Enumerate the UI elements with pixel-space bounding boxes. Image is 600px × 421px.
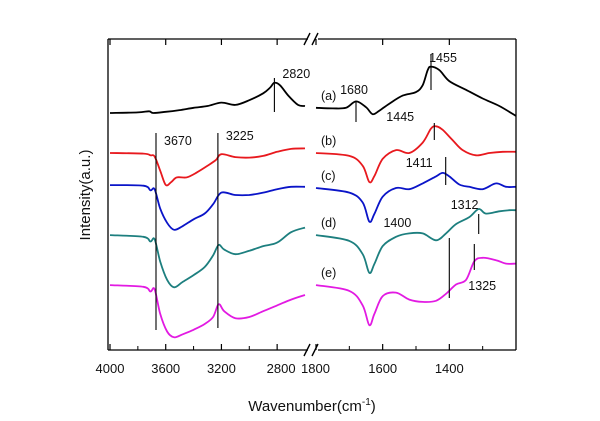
annotation-label-1411: 1411 (406, 156, 433, 170)
annotation-lines (155, 54, 480, 330)
x-axis-title-tail: ) (371, 398, 376, 415)
x-tick-label-1: 4000 (96, 361, 125, 376)
annotation-label-3225: 3225 (226, 129, 254, 143)
x-axis-title-main: Wavenumber(cm (248, 398, 362, 415)
series-tag-2: (b) (321, 134, 336, 148)
x-tick-label-7: 1400 (435, 361, 464, 376)
axis-break-top (303, 32, 319, 46)
x-axis-ticks (109, 39, 484, 350)
annotation-label-1680: 1680 (340, 83, 368, 97)
x-axis-tick-labels: 4000 3600 3200 2800 1800 1600 1400 (96, 361, 464, 376)
annotation-labels: 2820 1680 1455 1445 3670 3225 1411 1400 1312 1325 (164, 51, 496, 293)
x-tick-label-4: 2800 (267, 361, 296, 376)
series-line-left-2 (109, 147, 306, 187)
x-tick-label-6: 1600 (368, 361, 397, 376)
series-line-left-4 (109, 226, 306, 289)
annotation-label-1445: 1445 (386, 110, 414, 124)
x-axis-title-superscript: -1 (362, 397, 371, 408)
series-tags: (a) (b) (c) (d) (e) (321, 89, 336, 280)
annotation-label-1455: 1455 (429, 51, 457, 65)
series-tag-1: (a) (321, 89, 336, 103)
series-line-right-2 (315, 125, 517, 184)
y-axis-title: Intensity(a.u.) (77, 150, 94, 241)
x-tick-label-2: 3600 (151, 361, 180, 376)
x-tick-label-3: 3200 (207, 361, 236, 376)
axis-break-bottom (303, 343, 319, 357)
series-tag-5: (e) (321, 266, 336, 280)
annotation-label-1400: 1400 (383, 216, 411, 230)
series-line-right-4 (315, 208, 517, 274)
series-line-left-3 (109, 184, 306, 231)
series-line-left-1 (109, 81, 306, 114)
annotation-label-1312: 1312 (451, 198, 479, 212)
series-line-left-5 (109, 284, 306, 339)
series-line-right-3 (315, 171, 517, 223)
series-tag-4: (d) (321, 216, 336, 230)
annotation-label-1325: 1325 (468, 279, 496, 293)
plot-frame (107, 32, 517, 357)
annotation-label-3670: 3670 (164, 134, 192, 148)
annotation-label-2820: 2820 (282, 67, 310, 81)
series-line-right-5 (315, 256, 517, 327)
x-tick-label-5: 1800 (301, 361, 330, 376)
series-tag-3: (c) (321, 169, 336, 183)
x-axis-title: Wavenumber(cm-1) (248, 397, 376, 415)
